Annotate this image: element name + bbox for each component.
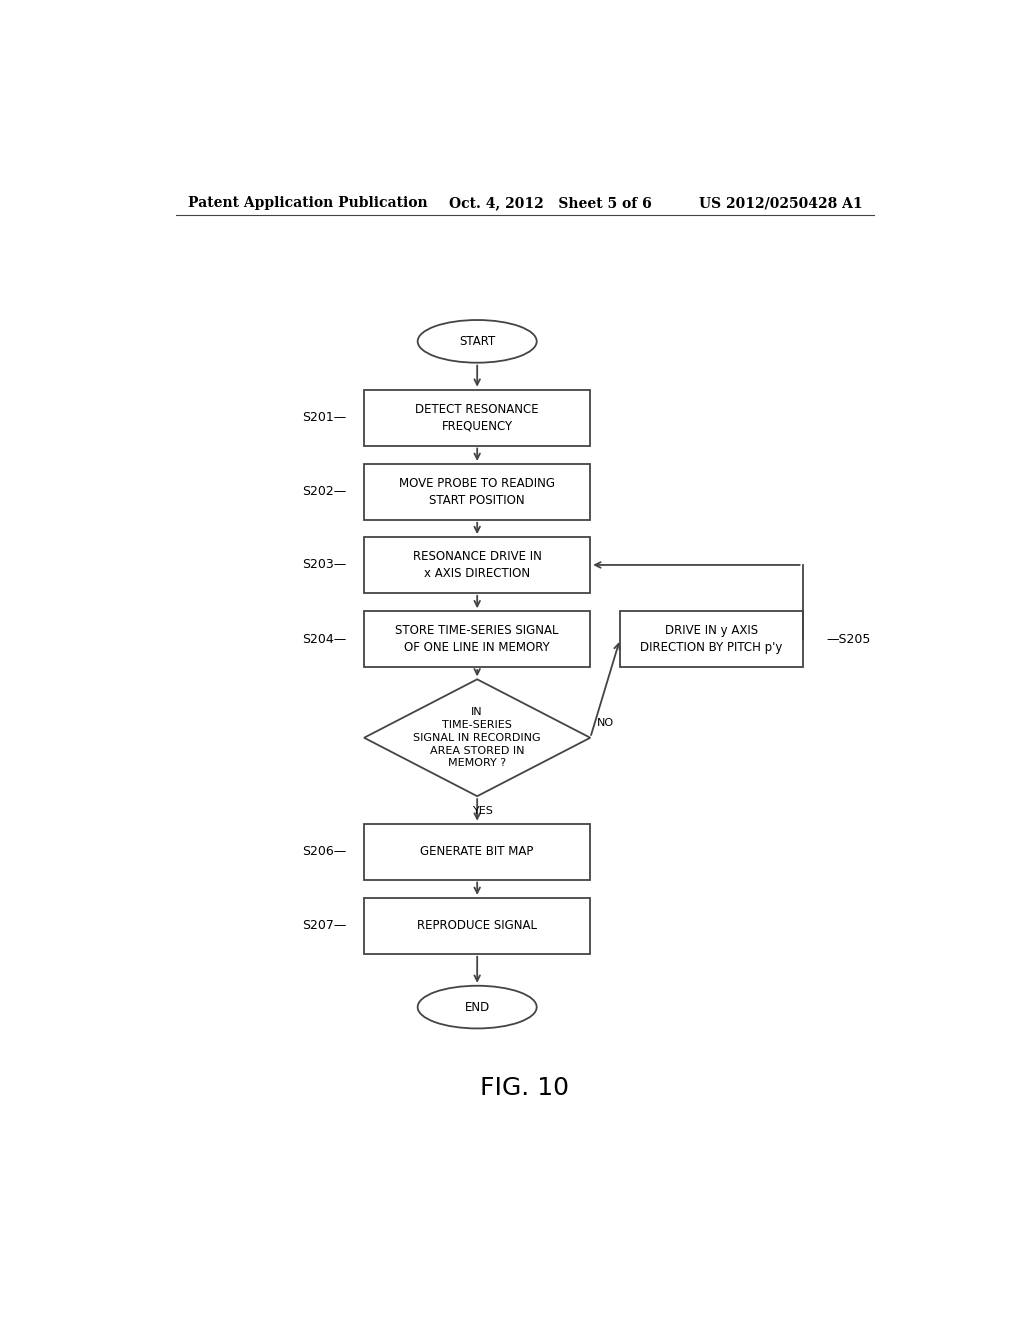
Text: S203—: S203—	[302, 558, 346, 572]
Text: STORE TIME-SERIES SIGNAL
OF ONE LINE IN MEMORY: STORE TIME-SERIES SIGNAL OF ONE LINE IN …	[395, 624, 559, 655]
Text: END: END	[465, 1001, 489, 1014]
Text: RESONANCE DRIVE IN
x AXIS DIRECTION: RESONANCE DRIVE IN x AXIS DIRECTION	[413, 550, 542, 579]
Text: IN
TIME-SERIES
SIGNAL IN RECORDING
AREA STORED IN
MEMORY ?: IN TIME-SERIES SIGNAL IN RECORDING AREA …	[414, 708, 541, 768]
Text: S202—: S202—	[302, 486, 346, 498]
Text: Patent Application Publication: Patent Application Publication	[187, 197, 427, 210]
Text: Oct. 4, 2012   Sheet 5 of 6: Oct. 4, 2012 Sheet 5 of 6	[450, 197, 652, 210]
Text: MOVE PROBE TO READING
START POSITION: MOVE PROBE TO READING START POSITION	[399, 477, 555, 507]
Text: S201—: S201—	[302, 411, 346, 424]
Bar	[365, 824, 590, 879]
Bar	[365, 463, 590, 520]
Text: GENERATE BIT MAP: GENERATE BIT MAP	[421, 845, 534, 858]
Text: NO: NO	[597, 718, 613, 727]
Bar	[365, 898, 590, 954]
Text: DETECT RESONANCE
FREQUENCY: DETECT RESONANCE FREQUENCY	[416, 403, 539, 433]
Text: FIG. 10: FIG. 10	[480, 1076, 569, 1101]
Bar	[365, 611, 590, 667]
Bar	[365, 389, 590, 446]
Text: YES: YES	[473, 807, 494, 816]
Text: DRIVE IN y AXIS
DIRECTION BY PITCH p'y: DRIVE IN y AXIS DIRECTION BY PITCH p'y	[640, 624, 782, 655]
Text: —S205: —S205	[826, 632, 870, 645]
Bar	[365, 537, 590, 593]
Text: REPRODUCE SIGNAL: REPRODUCE SIGNAL	[417, 919, 538, 932]
Text: US 2012/0250428 A1: US 2012/0250428 A1	[699, 197, 863, 210]
Text: START: START	[459, 335, 496, 348]
Text: S204—: S204—	[302, 632, 346, 645]
Text: S206—: S206—	[302, 845, 346, 858]
Text: S207—: S207—	[302, 919, 346, 932]
Bar	[620, 611, 803, 667]
